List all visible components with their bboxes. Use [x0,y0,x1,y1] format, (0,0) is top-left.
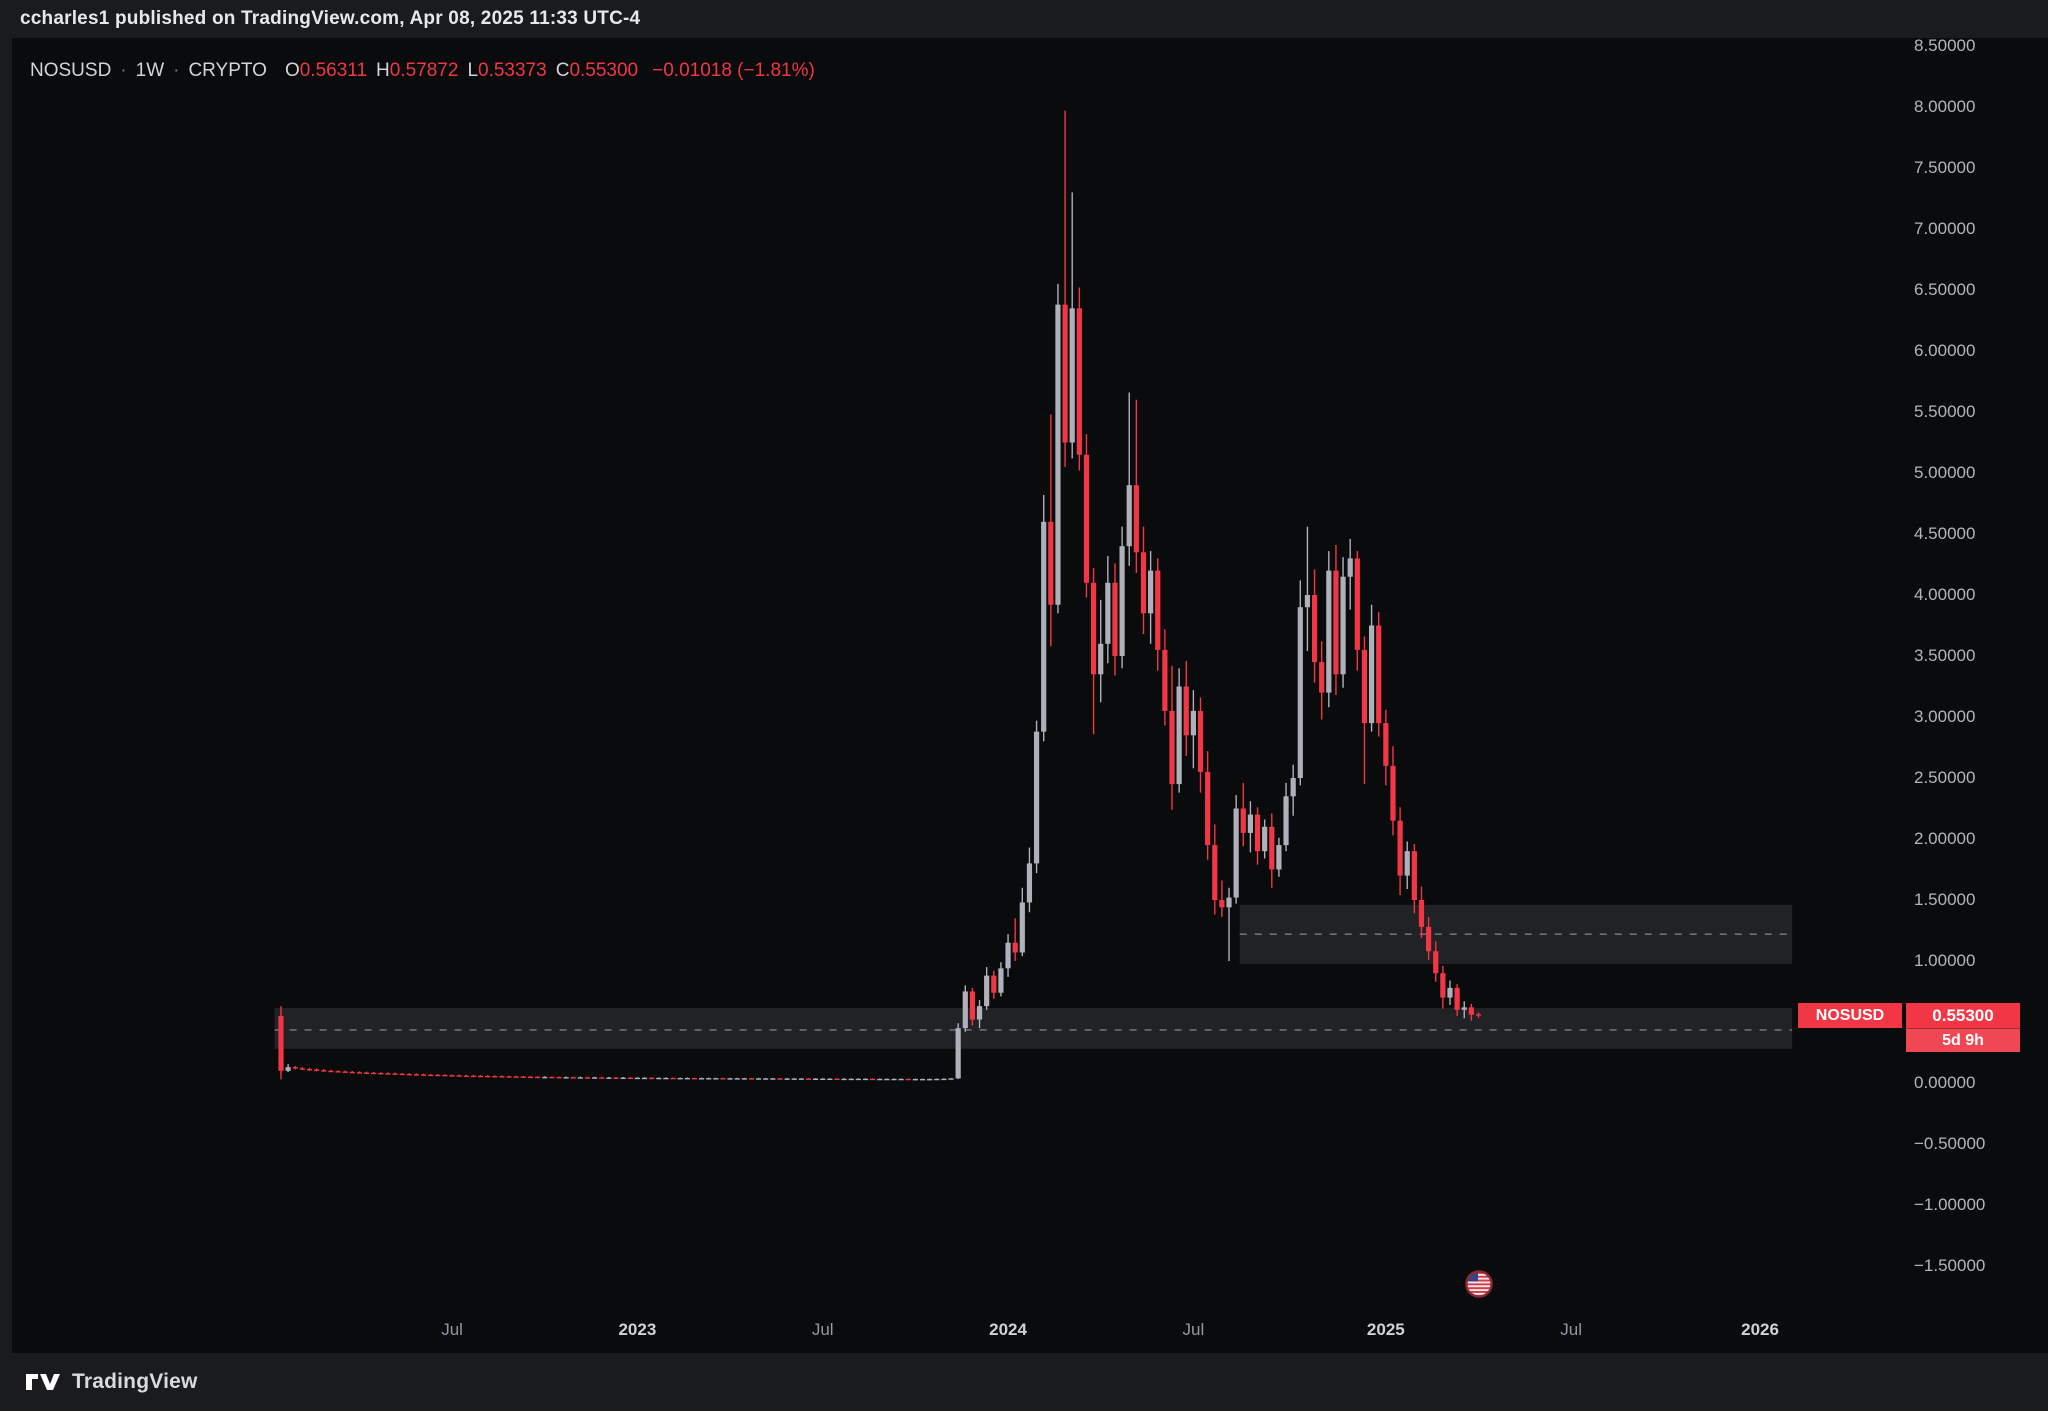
legend-symbol: NOSUSD [30,60,112,81]
ohlc-low: L0.53373 [467,60,547,81]
candlestick-series [278,110,1482,1081]
symbol-price-tag: NOSUSD [1798,1003,1902,1028]
publish-bar: ccharles1 published on TradingView.com, … [0,0,2048,38]
change-value: −0.01018 (−1.81%) [652,60,815,81]
publish-text: ccharles1 published on TradingView.com, … [20,8,641,29]
chart-background [12,38,2048,1353]
legend-separator: · [120,60,127,81]
current-price-label: 0.55300 [1906,1003,2020,1028]
chart-legend: NOSUSD · 1W · CRYPTO O0.56311 H0.57872 L… [30,60,815,82]
tradingview-logo-icon[interactable] [24,1370,62,1394]
bar-countdown-label: 5d 9h [1906,1028,2020,1052]
ohlc-open: O0.56311 [284,60,368,81]
legend-separator: · [173,60,180,81]
legend-interval: 1W [135,60,165,81]
legend-market: CRYPTO [188,60,267,81]
tradingview-brand-link[interactable]: TradingView [72,1370,198,1393]
ohlc-close: C0.55300 [555,60,639,81]
ohlc-high: H0.57872 [376,60,459,81]
support-zone-rect[interactable] [274,1007,1793,1049]
footer-bar: TradingView [0,1353,2048,1411]
us-flag-icon[interactable] [1464,1269,1494,1299]
